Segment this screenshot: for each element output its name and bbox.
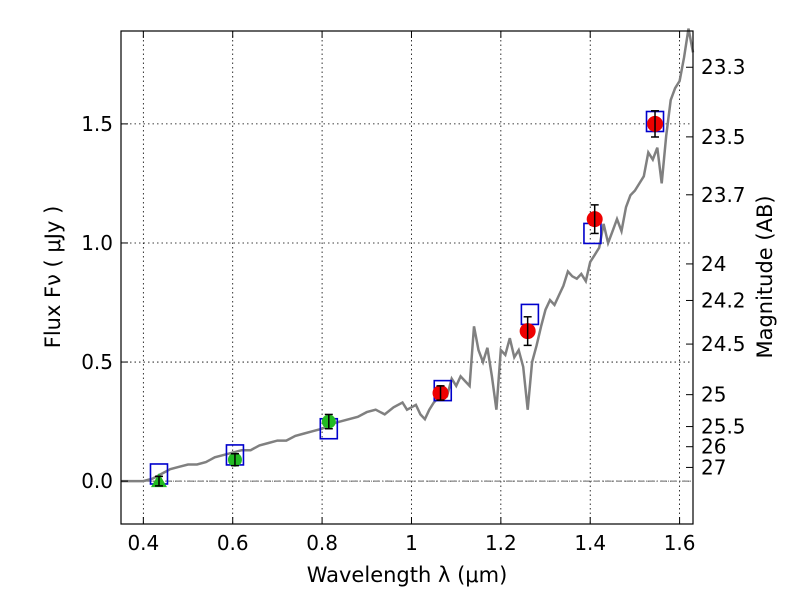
right-tick-label: 24.2 bbox=[701, 288, 746, 312]
right-tick-label: 27 bbox=[701, 455, 726, 479]
right-tick-label: 23.7 bbox=[701, 183, 746, 207]
right-tick-label: 23.5 bbox=[701, 125, 746, 149]
x-tick-label: 1.4 bbox=[574, 531, 606, 555]
right-tick-label: 26 bbox=[701, 435, 726, 459]
right-tick-label: 24.5 bbox=[701, 332, 746, 356]
x-tick-label: 0.8 bbox=[306, 531, 338, 555]
plot-background bbox=[121, 31, 693, 524]
right-tick-label: 23.3 bbox=[701, 55, 746, 79]
right-tick-label: 24 bbox=[701, 252, 726, 276]
axis-ticks: 0.4 0.6 0.8 1 1.2 1.4 1.6 0.0 0.5 1.0 1.5 23.3 23.5 2… bbox=[81, 31, 746, 555]
x-tick-label: 1 bbox=[405, 531, 418, 555]
plot-frame bbox=[120, 30, 694, 525]
y-tick-label: 1.0 bbox=[81, 231, 113, 255]
grid bbox=[121, 31, 693, 524]
y-tick-label: 0.0 bbox=[81, 469, 113, 493]
x-axis-label: Wavelength λ (μm) bbox=[307, 563, 508, 587]
y-tick-label: 0.5 bbox=[81, 350, 113, 374]
right-tick-label: 25 bbox=[701, 383, 726, 407]
y-tick-label: 1.5 bbox=[81, 112, 113, 136]
data-marks bbox=[149, 110, 665, 488]
right-tick-label: 25.5 bbox=[701, 415, 746, 439]
x-tick-label: 1.6 bbox=[664, 531, 696, 555]
x-tick-label: 0.4 bbox=[127, 531, 159, 555]
model-spectrum-line bbox=[121, 28, 695, 483]
y-axis-label: Flux Fν ( μJy ) bbox=[41, 206, 65, 349]
x-tick-label: 0.6 bbox=[217, 531, 249, 555]
x-tick-label: 1.2 bbox=[485, 531, 517, 555]
right-axis-label: Magnitude (AB) bbox=[753, 195, 777, 358]
